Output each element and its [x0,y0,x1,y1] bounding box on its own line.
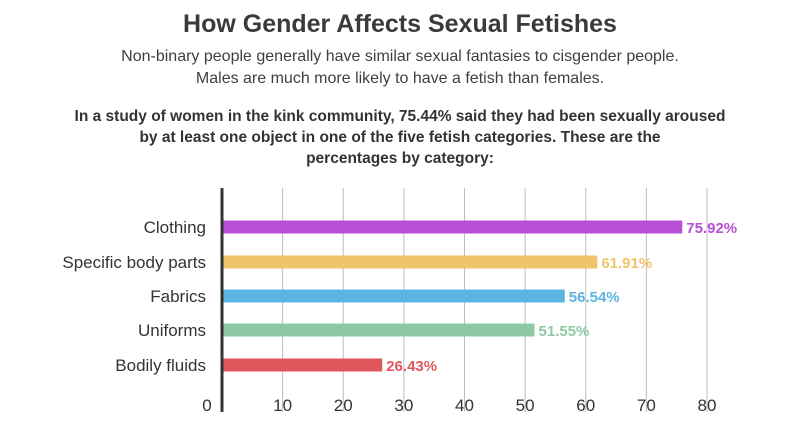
x-tick-label: 70 [637,396,656,415]
data-label: 26.43% [386,358,437,375]
x-tick-label: 10 [273,396,292,415]
bar [222,323,535,337]
data-label: 75.92% [686,220,737,237]
bar [222,289,565,303]
category-label: Specific body parts [62,253,206,272]
x-tick-label: 60 [576,396,595,415]
x-tick-label: 80 [698,396,717,415]
intro-line-3: percentages by category: [306,150,494,167]
x-tick-label: 50 [516,396,535,415]
subtitle-line-1: Non-binary people generally have similar… [121,48,679,65]
category-label: Clothing [144,218,206,237]
category-label: Bodily fluids [115,356,206,375]
data-label: 61.91% [601,255,652,272]
x-tick-label: 40 [455,396,474,415]
subtitle-line-2: Males are much more likely to have a fet… [195,70,605,87]
x-tick-label: 30 [394,396,413,415]
data-label: 51.55% [539,323,590,340]
x-tick-label: 20 [334,396,353,415]
category-label: Uniforms [138,321,206,340]
category-label: Fabrics [150,287,206,306]
intro-line-1: In a study of women in the kink communit… [74,108,726,125]
x-tick-label: 0 [202,396,211,415]
chart-title: How Gender Affects Sexual Fetishes [183,10,617,38]
intro-line-2: by at least one object in one of the fiv… [139,129,661,146]
bar [222,220,683,234]
data-label: 56.54% [569,289,620,306]
bar [222,358,383,372]
bar [222,255,598,269]
